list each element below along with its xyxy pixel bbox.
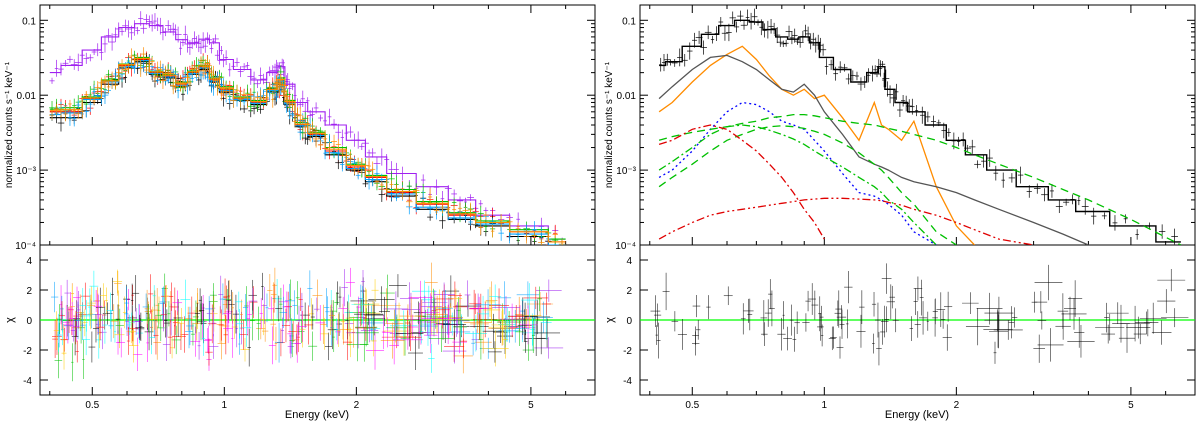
left-y-tick-label: 10⁻³ <box>16 166 36 177</box>
right-series-component-blue-dotted-line <box>658 101 937 245</box>
left-top-frame <box>39 4 596 246</box>
left-series-low-5-line <box>49 57 566 243</box>
left-chi-tick-label: 2 <box>26 286 32 297</box>
right-y-tick-label: 10⁻³ <box>616 166 636 177</box>
panel-left: normalized counts s⁻¹ keV⁻¹ χ Energy (ke… <box>4 4 596 421</box>
right-x-tick-label: 5 <box>1128 400 1134 411</box>
left-data-layer: 0.5 1 2 5 0.1 0.01 10⁻³ 10⁻⁴ 4 2 0 -2 -4 <box>15 5 595 411</box>
left-x-tick-label: 1 <box>222 400 228 411</box>
left-series-low-4-line <box>49 60 566 245</box>
right-top-plot-area <box>658 8 1182 245</box>
right-series-component-green-dashed-1-line <box>658 113 1182 245</box>
left-y-tick-label: 0.1 <box>22 16 36 27</box>
right-chi-tick-label: -2 <box>623 346 632 357</box>
right-series-component-green-dashed-2-line <box>658 125 957 245</box>
left-chi-tick-label: -2 <box>23 346 32 357</box>
right-x-tick-label: 1 <box>822 400 828 411</box>
right-series-component-orange-line <box>658 45 975 245</box>
left-chi-tick-label: -4 <box>23 376 32 387</box>
right-series-component-red-dash-dot-line <box>658 124 825 240</box>
right-ylabel-bottom: χ <box>604 317 616 323</box>
left-ylabel-top: normalized counts s⁻¹ keV⁻¹ <box>4 61 15 188</box>
left-x-tick-label: 0.5 <box>85 400 99 411</box>
right-series-total-model-line <box>659 19 1181 243</box>
right-series-component-green-dash-dot-line <box>658 124 937 245</box>
right-y-tick-label: 0.01 <box>617 91 637 102</box>
right-ylabel-top: normalized counts s⁻¹ keV⁻¹ <box>604 61 615 188</box>
left-series-low-1-line <box>49 58 566 243</box>
right-series-component-red-dash-dot-dot-line <box>658 197 1034 245</box>
left-ylabel-bottom: χ <box>4 317 16 323</box>
right-chi-tick-label: 0 <box>626 316 632 327</box>
left-chi-tick-label: 4 <box>26 256 32 267</box>
left-chi-tick-label: 0 <box>26 316 32 327</box>
left-y-tick-label: 10⁻⁴ <box>15 241 36 252</box>
right-xlabel: Energy (keV) <box>885 409 949 421</box>
right-bottom-plot-area <box>640 263 1195 366</box>
left-series-low-2-line <box>49 61 566 245</box>
right-y-tick-label: 0.1 <box>622 16 636 27</box>
right-chi-tick-label: 4 <box>626 256 632 267</box>
left-top-plot-area <box>49 11 566 245</box>
right-x-tick-label: 0.5 <box>685 400 699 411</box>
left-y-tick-label: 0.01 <box>17 91 37 102</box>
right-y-tick-label: 10⁻⁴ <box>615 241 636 252</box>
left-x-tick-label: 2 <box>354 400 360 411</box>
right-x-tick-label: 2 <box>954 400 960 411</box>
left-series-low-3-line <box>49 56 566 240</box>
right-chi-tick-label: -4 <box>623 376 632 387</box>
left-xlabel: Energy (keV) <box>285 409 349 421</box>
panel-right: normalized counts s⁻¹ keV⁻¹ χ Energy (ke… <box>604 4 1196 421</box>
right-data-layer: 0.5 1 2 5 0.1 0.01 10⁻³ 10⁻⁴ 4 2 0 -2 -4 <box>615 5 1195 411</box>
left-x-tick-label: 5 <box>528 400 534 411</box>
right-chi-tick-label: 2 <box>626 286 632 297</box>
right-series-component-gray-line <box>658 54 1089 245</box>
left-bottom-plot-area <box>40 262 595 382</box>
